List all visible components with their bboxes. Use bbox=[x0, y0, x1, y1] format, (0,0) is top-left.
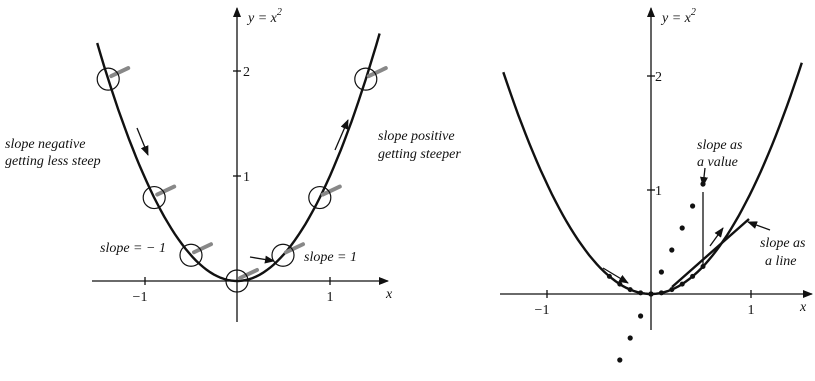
marker-circle bbox=[96, 67, 120, 91]
y-tick-label: 2 bbox=[243, 65, 250, 80]
x-tick-label: 1 bbox=[748, 303, 755, 318]
arrow bbox=[700, 167, 708, 187]
marker-circle bbox=[142, 185, 166, 210]
slope-dot bbox=[617, 357, 623, 363]
slope-dot bbox=[648, 291, 654, 297]
y-tick-label: 2 bbox=[655, 70, 662, 85]
slope-dot bbox=[669, 247, 675, 253]
x-tick-label: −1 bbox=[535, 303, 550, 318]
arrow bbox=[136, 127, 149, 156]
x-label: x bbox=[799, 300, 807, 315]
slope-dot bbox=[658, 269, 665, 275]
marker-handle bbox=[109, 66, 131, 79]
arrow bbox=[709, 227, 724, 247]
curve-dot bbox=[700, 264, 706, 269]
curve-dot bbox=[679, 281, 685, 287]
curve-dot bbox=[658, 290, 664, 296]
slope-dot bbox=[638, 313, 644, 319]
slope-dot bbox=[690, 203, 696, 209]
y-label-main: y = x bbox=[660, 11, 692, 26]
marker-handle bbox=[284, 242, 305, 255]
marker-handle bbox=[192, 242, 213, 255]
annotation: slope as bbox=[760, 236, 806, 251]
marker-handle bbox=[366, 66, 388, 79]
tangent-line bbox=[671, 218, 750, 288]
parabola bbox=[96, 33, 381, 283]
y-label-exponent: 2 bbox=[691, 7, 696, 18]
annotation: a value bbox=[697, 155, 738, 170]
annotation: slope as bbox=[697, 138, 743, 153]
curve-dot bbox=[690, 273, 696, 279]
y-label-main: y = x bbox=[246, 11, 278, 26]
annotation: a line bbox=[765, 254, 797, 269]
marker-circle bbox=[225, 269, 249, 293]
x-tick-label: 1 bbox=[327, 290, 334, 305]
slope-markers bbox=[96, 66, 388, 293]
annotation: getting steeper bbox=[378, 147, 461, 162]
y-tick-label: 1 bbox=[243, 170, 250, 185]
marker-handle bbox=[238, 268, 259, 280]
curve-dot bbox=[617, 281, 623, 287]
slope-dot bbox=[679, 225, 685, 231]
marker-circle bbox=[354, 67, 378, 91]
marker-handle bbox=[155, 184, 177, 197]
y-label: y = x2 bbox=[246, 7, 282, 26]
parabola bbox=[502, 62, 803, 296]
annotation: slope negative bbox=[5, 137, 85, 152]
curve-dot bbox=[627, 287, 633, 293]
slope-dots bbox=[606, 181, 706, 363]
curve-dot bbox=[669, 287, 675, 293]
annotation: slope = − 1 bbox=[100, 241, 166, 256]
y-label: y = x2 bbox=[660, 7, 696, 26]
arrow bbox=[602, 267, 629, 284]
marker-circle bbox=[179, 243, 203, 267]
marker-circle bbox=[308, 185, 332, 210]
y-tick-label: 1 bbox=[655, 184, 662, 199]
curve-dot bbox=[638, 290, 644, 296]
marker-circle bbox=[271, 243, 295, 267]
annotation: slope = 1 bbox=[304, 250, 357, 265]
curve-dot bbox=[606, 273, 612, 279]
y-label-exponent: 2 bbox=[277, 7, 282, 18]
arrow bbox=[747, 221, 771, 231]
annotation: getting less steep bbox=[5, 154, 101, 169]
x-label: x bbox=[385, 287, 393, 302]
marker-handle bbox=[320, 184, 342, 197]
arrow bbox=[249, 255, 275, 264]
slope-dot bbox=[627, 335, 633, 341]
annotation: slope positive bbox=[378, 129, 455, 144]
x-tick-label: −1 bbox=[133, 290, 148, 305]
arrow bbox=[334, 119, 349, 151]
